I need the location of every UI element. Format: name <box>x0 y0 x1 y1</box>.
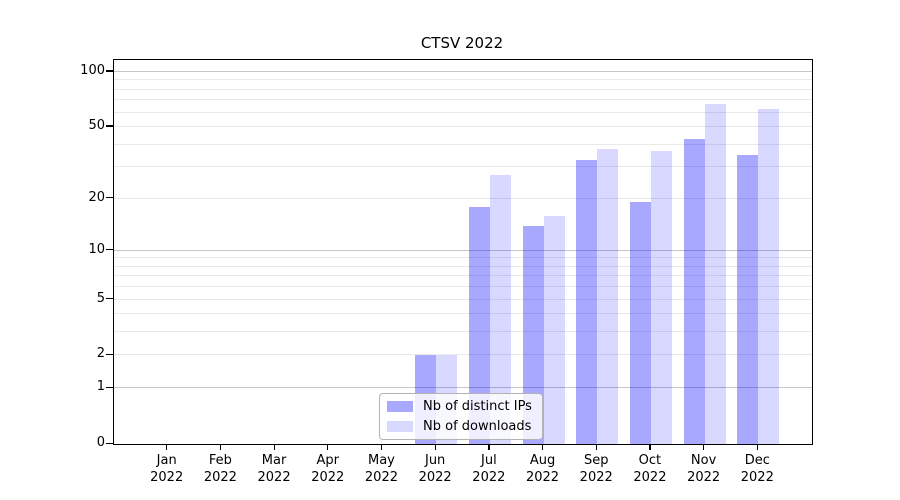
gridline-50 <box>114 125 812 127</box>
x-tick-label-jan: Jan 2022 <box>150 453 184 485</box>
x-tick-label-dec: Dec 2022 <box>740 453 774 485</box>
gridline-90 <box>114 79 812 81</box>
gridline-3 <box>114 331 812 333</box>
x-tick-mark-jul <box>488 444 490 450</box>
x-tick-mark-dec <box>756 444 758 450</box>
gridline-4 <box>114 313 812 315</box>
x-tick-label-aug: Aug 2022 <box>525 453 560 485</box>
bar-downloads-nov <box>704 103 726 444</box>
legend-entry-distinct-ips: Nb of distinct IPs <box>387 399 532 414</box>
bar-distinct-ips-jul <box>468 206 490 444</box>
bar-distinct-ips-dec <box>737 155 759 444</box>
y-tick-mark-1 <box>106 386 113 388</box>
x-tick-label-feb: Feb 2022 <box>203 453 237 485</box>
x-tick-mark-sep <box>595 444 597 450</box>
bar-distinct-ips-aug <box>522 225 544 444</box>
gridline-1 <box>114 387 812 389</box>
x-tick-mark-may <box>380 444 383 450</box>
legend-swatch-distinct-ips-icon <box>387 401 413 412</box>
gridline-5 <box>114 298 812 300</box>
bar-downloads-jul <box>489 175 511 444</box>
x-tick-mark-mar <box>273 444 275 450</box>
y-tick-label-1: 1 <box>96 379 105 395</box>
y-tick-label-20: 20 <box>88 189 105 205</box>
x-tick-mark-apr <box>327 444 329 450</box>
y-tick-mark-5 <box>106 298 113 300</box>
bar-distinct-ips-sep <box>576 159 598 444</box>
gridline-7 <box>114 275 812 277</box>
gridline-70 <box>114 99 812 101</box>
gridline-2 <box>114 354 812 356</box>
y-tick-mark-20 <box>106 197 113 199</box>
x-tick-mark-jun <box>434 444 436 450</box>
x-tick-mark-feb <box>219 444 222 450</box>
chart-title: CTSV 2022 <box>420 34 504 52</box>
x-tick-label-nov: Nov 2022 <box>687 453 721 485</box>
bar-downloads-dec <box>758 108 780 444</box>
y-tick-label-50: 50 <box>88 117 105 133</box>
gridline-8 <box>114 265 812 267</box>
y-tick-mark-10 <box>106 249 113 251</box>
legend-entry-downloads: Nb of downloads <box>387 419 532 434</box>
gridline-9 <box>114 257 812 259</box>
x-tick-mark-aug <box>542 444 544 450</box>
y-tick-label-10: 10 <box>88 241 105 257</box>
y-tick-mark-2 <box>106 353 113 356</box>
gridline-100 <box>114 70 812 72</box>
bar-downloads-oct <box>650 150 672 444</box>
y-tick-label-5: 5 <box>96 290 105 306</box>
legend-label-downloads: Nb of downloads <box>423 419 532 434</box>
x-tick-mark-oct <box>649 444 651 450</box>
gridline-30 <box>114 166 812 168</box>
y-tick-label-0: 0 <box>96 435 105 450</box>
gridline-20 <box>114 197 812 199</box>
y-tick-mark-50 <box>106 125 113 127</box>
x-tick-mark-jan <box>166 444 168 450</box>
x-tick-label-may: May 2022 <box>364 453 398 485</box>
legend-swatch-downloads-icon <box>387 421 413 432</box>
gridline-40 <box>114 143 812 145</box>
x-tick-label-apr: Apr 2022 <box>311 453 345 485</box>
gridline-10 <box>114 249 812 251</box>
y-tick-label-100: 100 <box>80 62 105 78</box>
gridline-60 <box>114 111 812 113</box>
gridline-6 <box>114 286 812 288</box>
x-tick-label-oct: Oct 2022 <box>633 453 667 485</box>
bar-distinct-ips-oct <box>629 202 651 444</box>
bar-downloads-aug <box>543 215 565 444</box>
y-tick-mark-100 <box>106 70 113 72</box>
y-tick-mark-0 <box>106 442 113 444</box>
bar-downloads-sep <box>597 148 619 444</box>
y-tick-label-2: 2 <box>96 346 105 362</box>
legend: Nb of distinct IPs Nb of downloads <box>379 393 543 440</box>
x-tick-label-jul: Jul 2022 <box>472 453 506 485</box>
plot-area: Nb of distinct IPs Nb of downloads <box>113 59 813 445</box>
x-tick-label-mar: Mar 2022 <box>257 453 291 485</box>
x-tick-label-jun: Jun 2022 <box>418 453 452 485</box>
x-tick-mark-nov <box>703 444 705 450</box>
bar-distinct-ips-nov <box>683 138 705 444</box>
legend-label-distinct-ips: Nb of distinct IPs <box>423 399 532 414</box>
x-tick-label-sep: Sep 2022 <box>579 453 613 485</box>
gridline-80 <box>114 88 812 90</box>
